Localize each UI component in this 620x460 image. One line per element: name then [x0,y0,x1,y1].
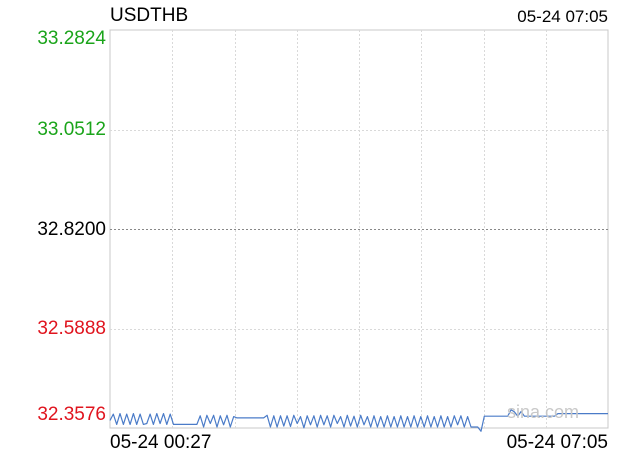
y-tick-label: 33.2824 [37,28,106,49]
x-start-label: 05-24 00:27 [110,432,212,453]
grid-layer [109,29,609,429]
line-layer [109,409,608,432]
y-tick-label: 33.0512 [37,119,106,140]
watermark: sina.com [507,402,580,422]
price-series-line [109,409,608,432]
y-tick-label: 32.3576 [37,404,106,425]
symbol-title: USDTHB [110,5,189,26]
y-tick-label: 32.8200 [37,219,106,240]
header-datetime: 05-24 07:05 [517,7,608,26]
y-tick-label: 32.5888 [37,318,106,339]
x-end-label: 05-24 07:05 [506,432,608,453]
